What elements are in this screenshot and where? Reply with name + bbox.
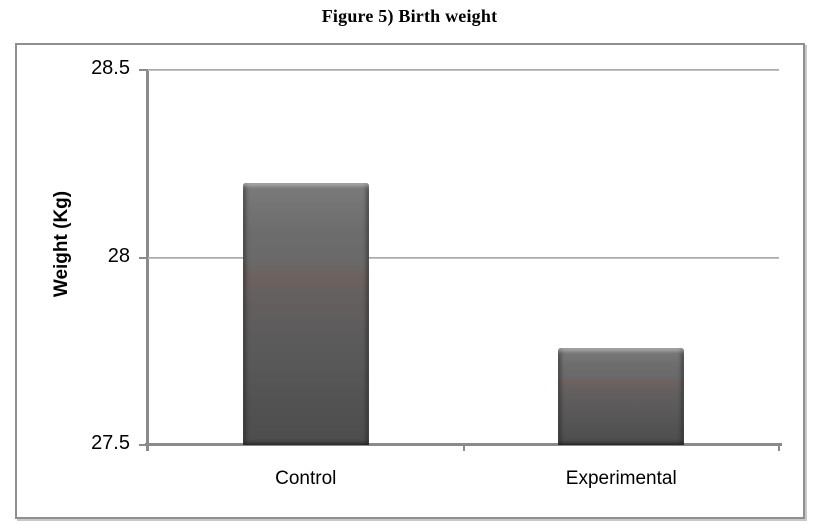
y-axis-title: Weight (Kg)	[51, 190, 72, 298]
y-axis-tick	[139, 256, 148, 259]
y-tick-label: 28	[107, 244, 130, 267]
x-axis-line	[145, 443, 782, 446]
x-axis-tick	[778, 445, 780, 451]
x-axis-tick	[462, 445, 465, 451]
figure-title: Figure 5) Birth weight	[321, 6, 498, 26]
gridline	[148, 69, 779, 71]
y-axis-tick	[139, 69, 148, 71]
gridline	[148, 256, 779, 259]
y-tick-label: 28.5	[91, 57, 130, 79]
category-label-experimental: Experimental	[565, 468, 677, 489]
category-label-control: Control	[275, 468, 337, 489]
y-tick-label: 27.5	[91, 432, 130, 454]
y-axis-line	[146, 70, 149, 451]
bar-experimental	[558, 347, 685, 445]
y-axis-tick	[139, 444, 148, 446]
bar-control	[242, 182, 369, 445]
plot-area: 27.5 28 28.5 Control Experimental	[91, 57, 782, 489]
